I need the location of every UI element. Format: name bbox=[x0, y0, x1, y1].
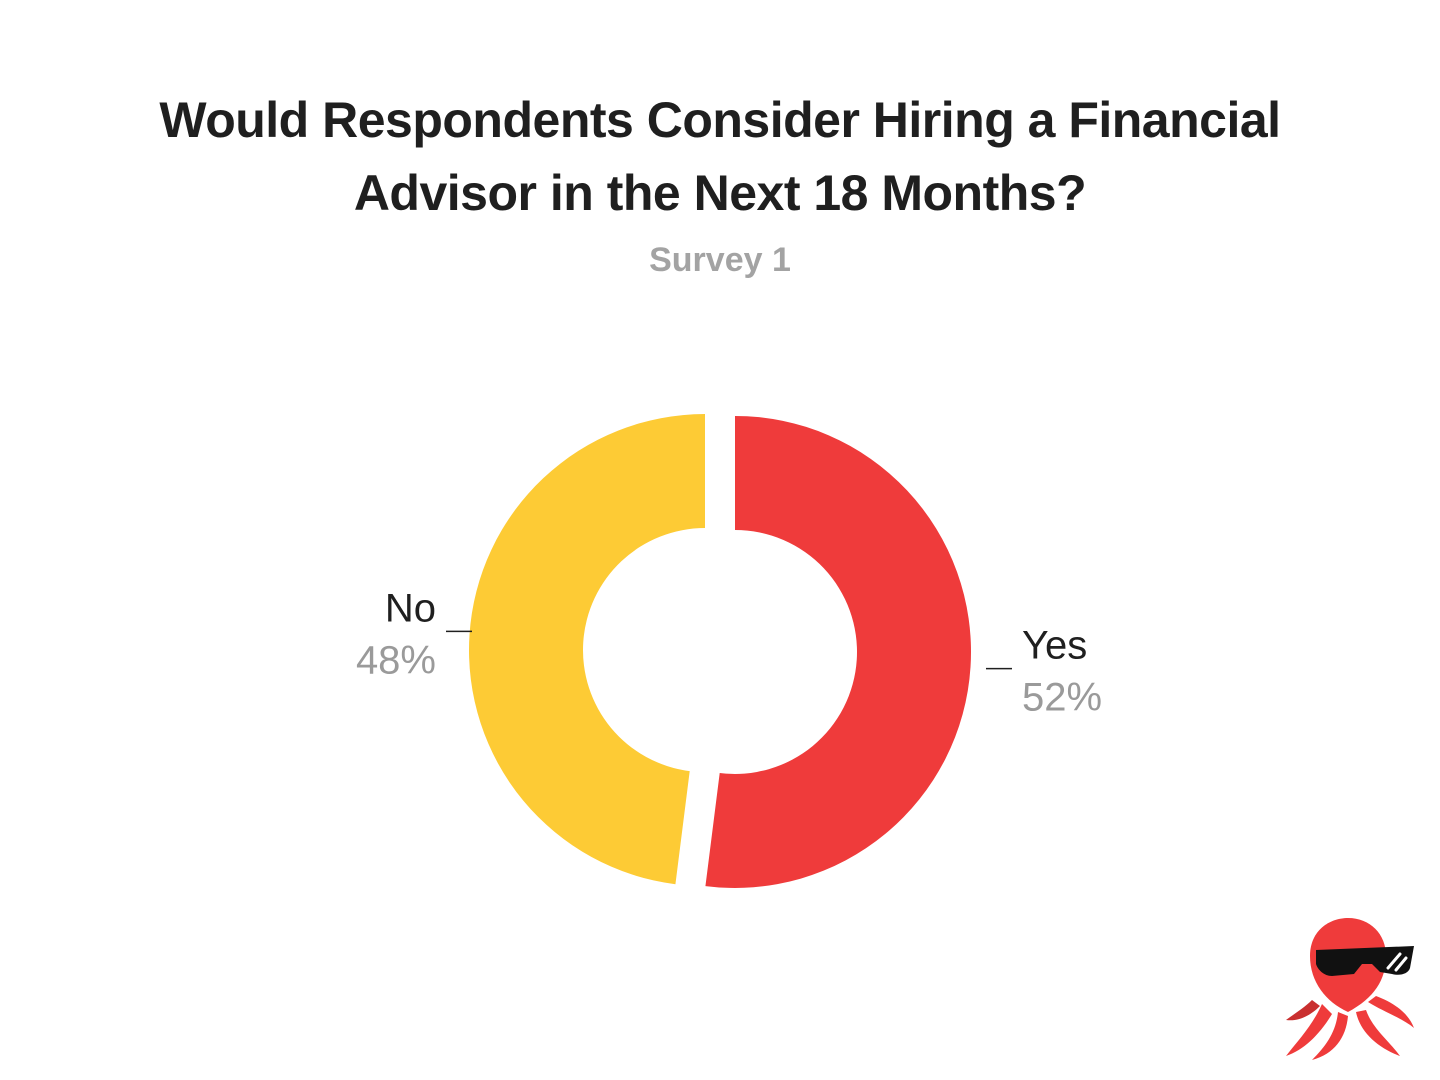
donut-slice-no bbox=[468, 414, 705, 885]
chart-subtitle: Survey 1 bbox=[649, 241, 791, 279]
slice-label-no: No bbox=[385, 586, 436, 630]
octopus-with-sunglasses-icon bbox=[1286, 918, 1414, 1060]
slice-value-yes: 52% bbox=[1022, 676, 1102, 720]
slice-value-no: 48% bbox=[356, 638, 436, 682]
donut-slice-yes bbox=[705, 415, 971, 888]
donut-slices bbox=[468, 414, 971, 888]
slice-label-yes: Yes bbox=[1022, 624, 1087, 668]
donut-labels: Yes 52% No 48% bbox=[356, 586, 1102, 719]
chart-title-line-2: Advisor in the Next 18 Months? bbox=[353, 165, 1087, 221]
chart-title: Would Respondents Consider Hiring a Fina… bbox=[0, 84, 1440, 230]
chart-title-line-1: Would Respondents Consider Hiring a Fina… bbox=[159, 92, 1281, 148]
